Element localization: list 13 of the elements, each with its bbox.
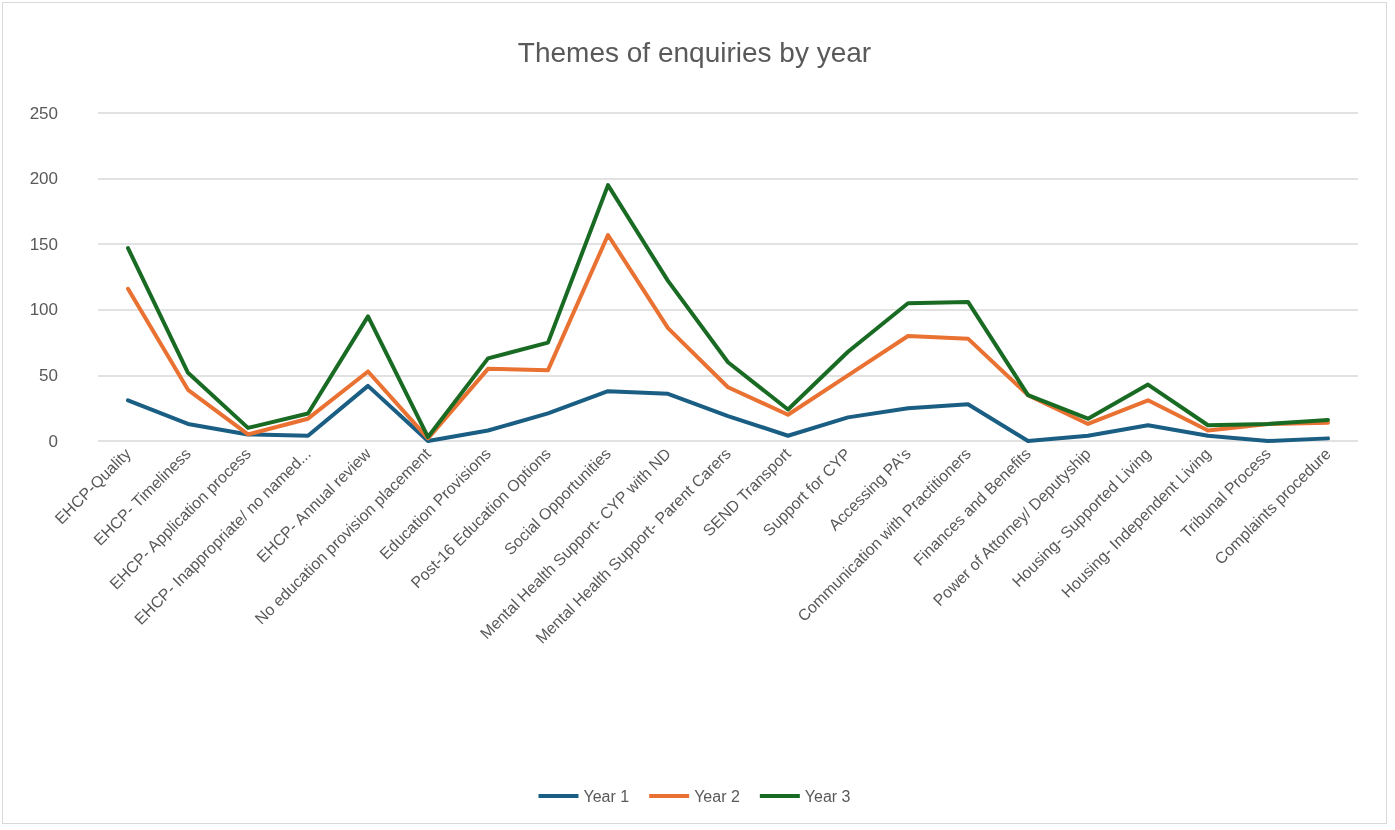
line-series bbox=[126, 233, 1330, 441]
line-series bbox=[126, 383, 1330, 443]
legend-label: Year 1 bbox=[583, 787, 630, 805]
line-series bbox=[126, 183, 1330, 440]
y-tick-label: 250 bbox=[29, 103, 58, 123]
y-tick-label: 200 bbox=[29, 169, 58, 189]
y-tick-label: 100 bbox=[29, 300, 58, 320]
chart-title: Themes of enquiries by year bbox=[517, 36, 872, 68]
y-tick-label: 50 bbox=[39, 365, 58, 385]
y-tick-label: 0 bbox=[48, 431, 58, 451]
legend-label: Year 3 bbox=[804, 787, 851, 805]
y-tick-label: 150 bbox=[29, 234, 58, 254]
legend-label: Year 2 bbox=[694, 787, 740, 805]
